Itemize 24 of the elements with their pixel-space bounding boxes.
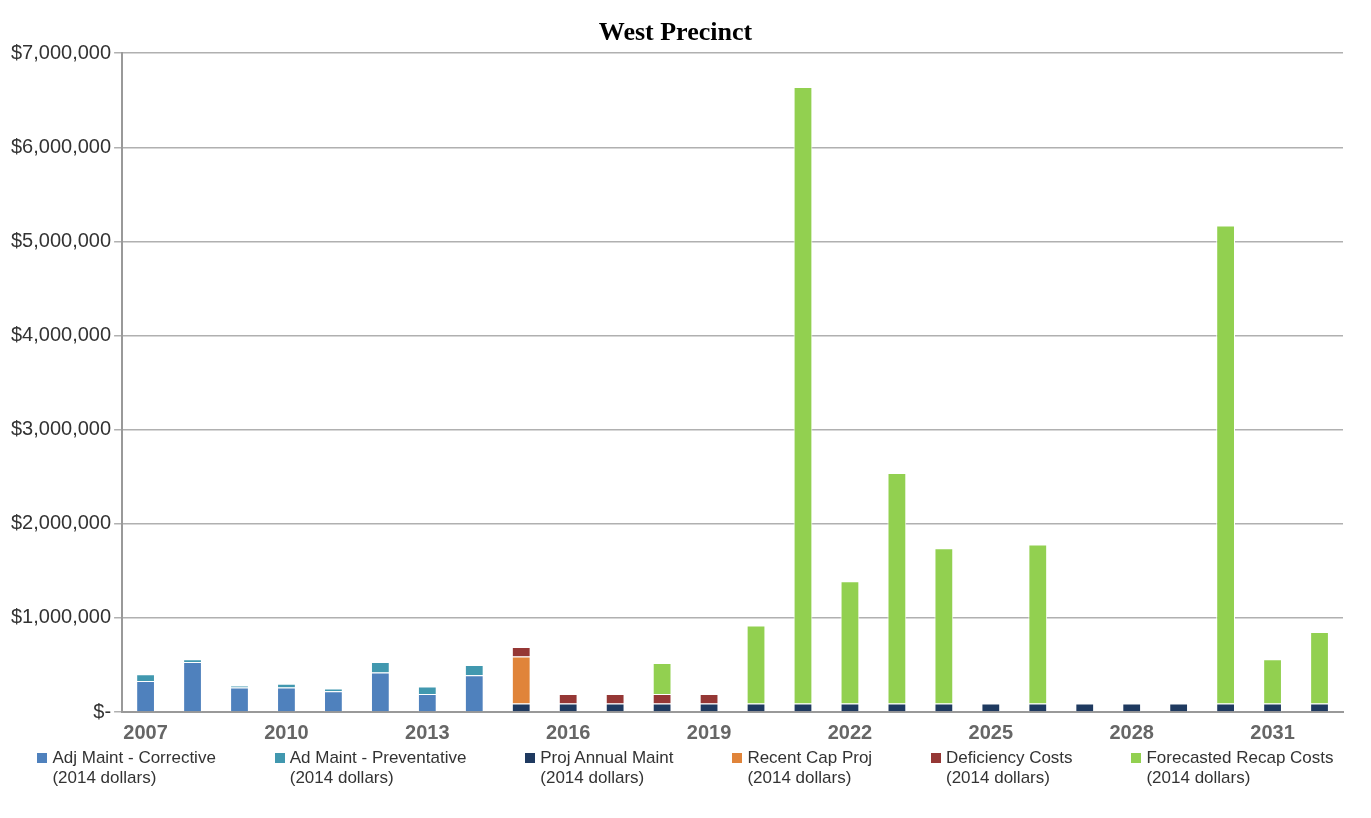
- x-tick-label: 2010: [264, 720, 309, 743]
- x-tick-label: 2007: [123, 720, 168, 743]
- x-tick-label: 2025: [968, 720, 1014, 743]
- x-tick-label: 2022: [827, 720, 873, 743]
- chart-title: West Precinct: [598, 17, 753, 47]
- legend-label: Ad Maint - Preventative (2014 dollars): [289, 748, 467, 788]
- y-tick-label: $4,000,000: [10, 323, 112, 346]
- legend-label: Forecasted Recap Costs (2014 dollars): [1146, 748, 1334, 788]
- x-tick-label: 2031: [1250, 720, 1295, 743]
- y-tick-label: $1,000,000: [10, 605, 112, 628]
- y-tick-label: $7,000,000: [10, 40, 112, 63]
- y-tick-label: $3,000,000: [10, 417, 112, 440]
- y-tick-label: $2,000,000: [10, 511, 112, 534]
- x-tick-label: 2019: [686, 720, 732, 743]
- y-tick-label: $6,000,000: [10, 134, 112, 157]
- legend-label: Recent Cap Proj (2014 dollars): [747, 748, 873, 788]
- y-tick-label: $-: [93, 699, 112, 722]
- legend-label: Proj Annual Maint (2014 dollars): [540, 748, 674, 788]
- y-tick-label: $5,000,000: [10, 228, 112, 251]
- x-tick-label: 2028: [1109, 720, 1154, 743]
- legend-label: Adj Maint - Corrective (2014 dollars): [52, 748, 216, 788]
- x-tick-label: 2013: [405, 720, 450, 743]
- x-tick-label: 2016: [545, 720, 591, 743]
- legend-label: Deficiency Costs (2014 dollars): [945, 748, 1073, 788]
